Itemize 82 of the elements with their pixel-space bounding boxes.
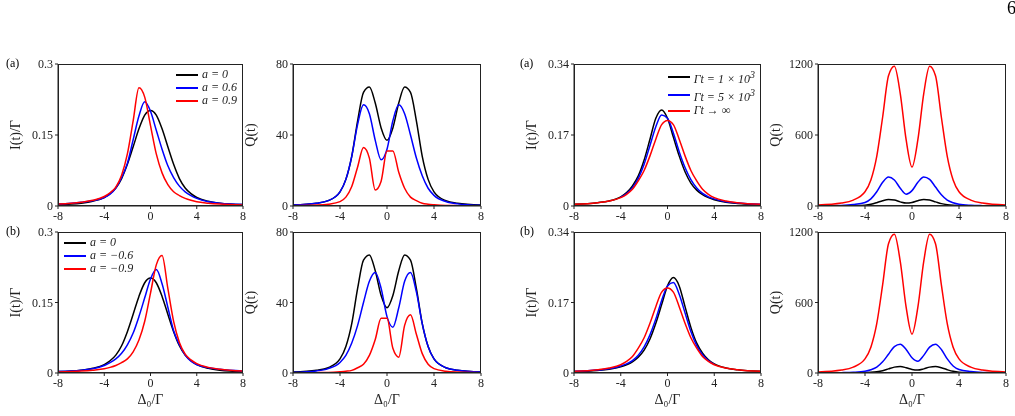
legend-label: a = 0 (90, 235, 117, 249)
x-tick-label: 0 (384, 375, 390, 390)
x-axis-title: Δ₀/Γ (374, 392, 400, 407)
legend-label: Γt → ∞ (693, 103, 731, 117)
x-tick-label: 0 (147, 375, 154, 390)
x-tick-label: -4 (860, 208, 870, 223)
legend-label: a = 0.9 (201, 93, 237, 107)
y-tick-label: 80 (276, 57, 288, 72)
y-tick-label: 40 (276, 295, 288, 310)
y-tick-label: 80 (276, 225, 288, 240)
legend-label: Γt = 5 × 10$^{3}$ (693, 86, 755, 104)
x-tick-label: 8 (758, 208, 764, 223)
y-tick-label: 0.34 (548, 225, 569, 240)
y-tick-label: 1200 (789, 57, 813, 72)
x-tick-label: -8 (813, 375, 823, 390)
x-tick-label: 0 (384, 208, 390, 223)
y-axis-title: Q(t) (243, 290, 259, 315)
y-axis-title: I(t)/Γ (524, 287, 540, 318)
y-axis-title: Q(t) (243, 123, 259, 147)
y-tick-label: 0.3 (38, 57, 53, 72)
x-tick-label: 8 (1003, 375, 1009, 390)
x-tick-label: 4 (711, 208, 718, 223)
y-tick-label: 0.34 (548, 57, 569, 72)
y-tick-label: 600 (795, 295, 813, 310)
y-axis-title: I(t)/Γ (524, 120, 540, 150)
y-tick-label: 0.3 (38, 225, 53, 240)
text: (a) (520, 56, 534, 71)
legend-label: a = 0 (201, 67, 228, 81)
x-tick-label: -4 (335, 208, 345, 223)
x-tick-label: 4 (956, 208, 962, 223)
x-tick-label: -8 (53, 208, 63, 223)
legend-label: a = −0.6 (90, 248, 134, 262)
y-tick-label: 0.17 (548, 295, 569, 310)
x-tick-label: 0 (147, 208, 154, 223)
x-tick-label: 4 (711, 375, 718, 390)
x-tick-label: 0 (909, 375, 915, 390)
y-axis-title: I(t)/Γ (8, 120, 24, 150)
legend-label: a = −0.9 (90, 261, 134, 275)
x-tick-label: 4 (431, 375, 437, 390)
text: (a) (6, 56, 20, 71)
x-tick-label: 8 (240, 208, 246, 223)
x-tick-label: 8 (758, 375, 764, 390)
x-tick-label: -8 (288, 375, 298, 390)
legend-label: Γt = 1 × 10$^{3}$ (693, 68, 755, 86)
x-tick-label: -4 (99, 208, 110, 223)
text: (b) (6, 224, 20, 239)
x-tick-label: 4 (431, 208, 437, 223)
x-tick-label: -8 (813, 208, 823, 223)
y-tick-label: 40 (276, 128, 288, 143)
x-axis-title: Δ₀/Γ (899, 392, 925, 407)
x-axis-title: Δ₀/Γ (137, 392, 164, 407)
x-tick-label: 4 (193, 375, 200, 390)
x-tick-label: 8 (478, 208, 484, 223)
x-tick-label: 8 (240, 375, 246, 390)
x-tick-label: -4 (615, 375, 626, 390)
x-tick-label: -4 (335, 375, 345, 390)
x-tick-label: 0 (909, 208, 915, 223)
y-axis-title: Q(t) (768, 123, 784, 147)
text: (b) (520, 224, 534, 239)
x-tick-label: 4 (956, 375, 962, 390)
x-tick-label: -8 (569, 375, 579, 390)
x-tick-label: -8 (569, 208, 579, 223)
y-tick-label: 0.17 (548, 128, 569, 143)
legend-label: a = 0.6 (201, 80, 237, 94)
x-tick-label: -4 (615, 208, 626, 223)
x-tick-label: -8 (53, 375, 63, 390)
y-tick-label: 0.15 (32, 128, 53, 143)
x-tick-label: 4 (193, 208, 200, 223)
text: 6 (1007, 0, 1015, 19)
x-tick-label: 0 (664, 208, 671, 223)
x-tick-label: 0 (664, 375, 671, 390)
x-tick-label: -4 (99, 375, 110, 390)
y-axis-title: Q(t) (768, 290, 784, 315)
y-axis-title: I(t)/Γ (8, 287, 24, 318)
x-axis-title: Δ₀/Γ (654, 392, 681, 407)
y-tick-label: 600 (795, 128, 813, 143)
y-tick-label: 0.15 (32, 295, 53, 310)
x-tick-label: 8 (1003, 208, 1009, 223)
x-tick-label: -4 (860, 375, 870, 390)
x-tick-label: 8 (478, 375, 484, 390)
y-tick-label: 1200 (789, 225, 813, 240)
x-tick-label: -8 (288, 208, 298, 223)
